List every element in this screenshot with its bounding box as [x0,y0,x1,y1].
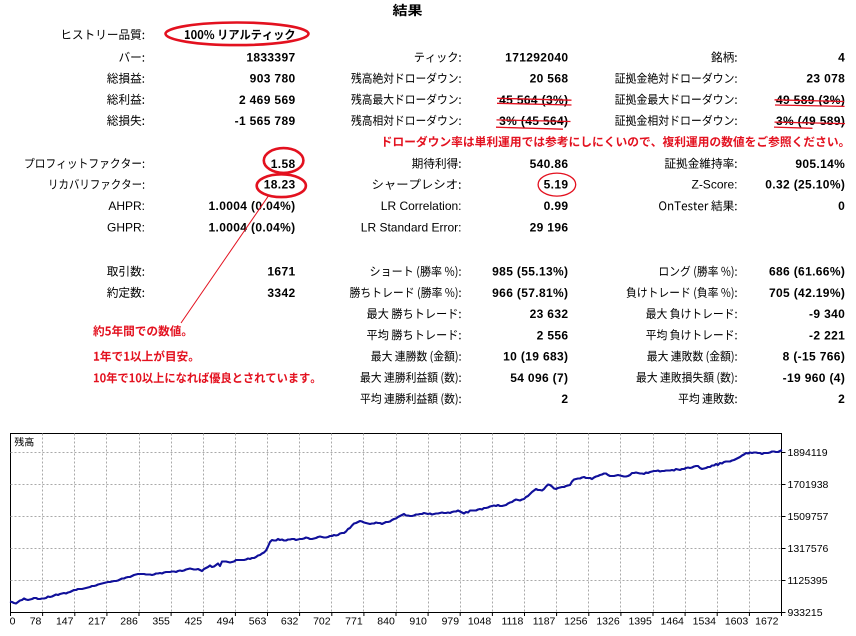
svg-text:1.58: 1.58 [271,157,296,171]
svg-text:2: 2 [561,392,568,406]
svg-text:2 556: 2 556 [537,328,569,342]
svg-text:1317576: 1317576 [788,543,829,555]
svg-text:1326: 1326 [596,616,620,628]
svg-text:49 589 (3%): 49 589 (3%) [776,93,845,107]
svg-text:1256: 1256 [564,616,588,628]
svg-text:18.23: 18.23 [264,178,296,192]
svg-text:0.32 (25.10%): 0.32 (25.10%) [765,178,845,192]
svg-text:Z-Score:: Z-Score: [691,178,737,192]
svg-text:1395: 1395 [628,616,652,628]
svg-text:-2 221: -2 221 [809,328,845,342]
svg-text:1603: 1603 [725,616,749,628]
svg-text:905.14%: 905.14% [795,157,845,171]
svg-text:563: 563 [249,616,267,628]
svg-text:1833397: 1833397 [246,51,295,65]
svg-text:494: 494 [217,616,235,628]
svg-text:1509757: 1509757 [788,511,829,523]
svg-text:8 (-15 766): 8 (-15 766) [783,350,846,364]
svg-text:4: 4 [838,51,845,65]
svg-text:2 469 569: 2 469 569 [239,93,296,107]
svg-text:1125395: 1125395 [788,575,828,587]
svg-text:0: 0 [838,199,845,213]
svg-text:632: 632 [281,616,299,628]
svg-text:1187: 1187 [533,616,556,628]
svg-text:171292040: 171292040 [505,51,568,65]
svg-text:540.86: 540.86 [530,157,569,171]
svg-text:933215: 933215 [788,607,823,619]
svg-text:355: 355 [152,616,170,628]
svg-text:0.99: 0.99 [544,199,569,213]
svg-text:1048: 1048 [468,616,492,628]
svg-text:AHPR:: AHPR: [108,199,145,213]
svg-text:702: 702 [313,616,331,628]
svg-text:147: 147 [56,616,74,628]
svg-text:966 (57.81%): 966 (57.81%) [492,286,568,300]
svg-text:910: 910 [409,616,427,628]
svg-text:3342: 3342 [267,286,295,300]
svg-text:1118: 1118 [501,616,523,628]
svg-text:0: 0 [10,616,16,628]
svg-text:217: 217 [88,616,106,628]
svg-text:23 078: 23 078 [806,72,845,86]
svg-text:1534: 1534 [693,616,717,628]
svg-text:-19 960 (4): -19 960 (4) [783,371,846,385]
svg-text:1671: 1671 [267,265,295,279]
svg-text:10 (19 683): 10 (19 683) [503,350,568,364]
svg-text:1701938: 1701938 [788,479,829,491]
svg-text:840: 840 [377,616,395,628]
svg-text:686 (61.66%): 686 (61.66%) [769,265,845,279]
svg-text:LR Standard Error:: LR Standard Error: [361,221,462,235]
svg-text:23 632: 23 632 [530,307,569,321]
svg-text:771: 771 [345,616,363,628]
svg-text:1672: 1672 [755,616,779,628]
svg-text:903 780: 903 780 [250,72,296,86]
svg-text:-1 565 789: -1 565 789 [235,114,296,128]
svg-text:1.0004 (0.04%): 1.0004 (0.04%) [209,199,296,213]
svg-text:78: 78 [30,616,42,628]
svg-text:5.19: 5.19 [544,178,569,192]
svg-text:705 (42.19%): 705 (42.19%) [769,286,845,300]
svg-text:1894119: 1894119 [788,447,828,459]
svg-text:1.0004 (0.04%): 1.0004 (0.04%) [209,221,296,235]
svg-text:979: 979 [442,616,460,628]
svg-text:GHPR:: GHPR: [107,221,145,235]
svg-text:29 196: 29 196 [530,221,569,235]
svg-text:-9 340: -9 340 [809,307,845,321]
svg-text:985 (55.13%): 985 (55.13%) [492,265,568,279]
svg-text:20 568: 20 568 [530,72,569,86]
svg-text:2: 2 [838,392,845,406]
svg-text:LR Correlation:: LR Correlation: [381,199,462,213]
svg-text:286: 286 [120,616,138,628]
svg-text:3% (49 589): 3% (49 589) [776,114,845,128]
svg-text:425: 425 [185,616,203,628]
svg-text:1464: 1464 [661,616,685,628]
svg-text:54 096 (7): 54 096 (7) [510,371,568,385]
